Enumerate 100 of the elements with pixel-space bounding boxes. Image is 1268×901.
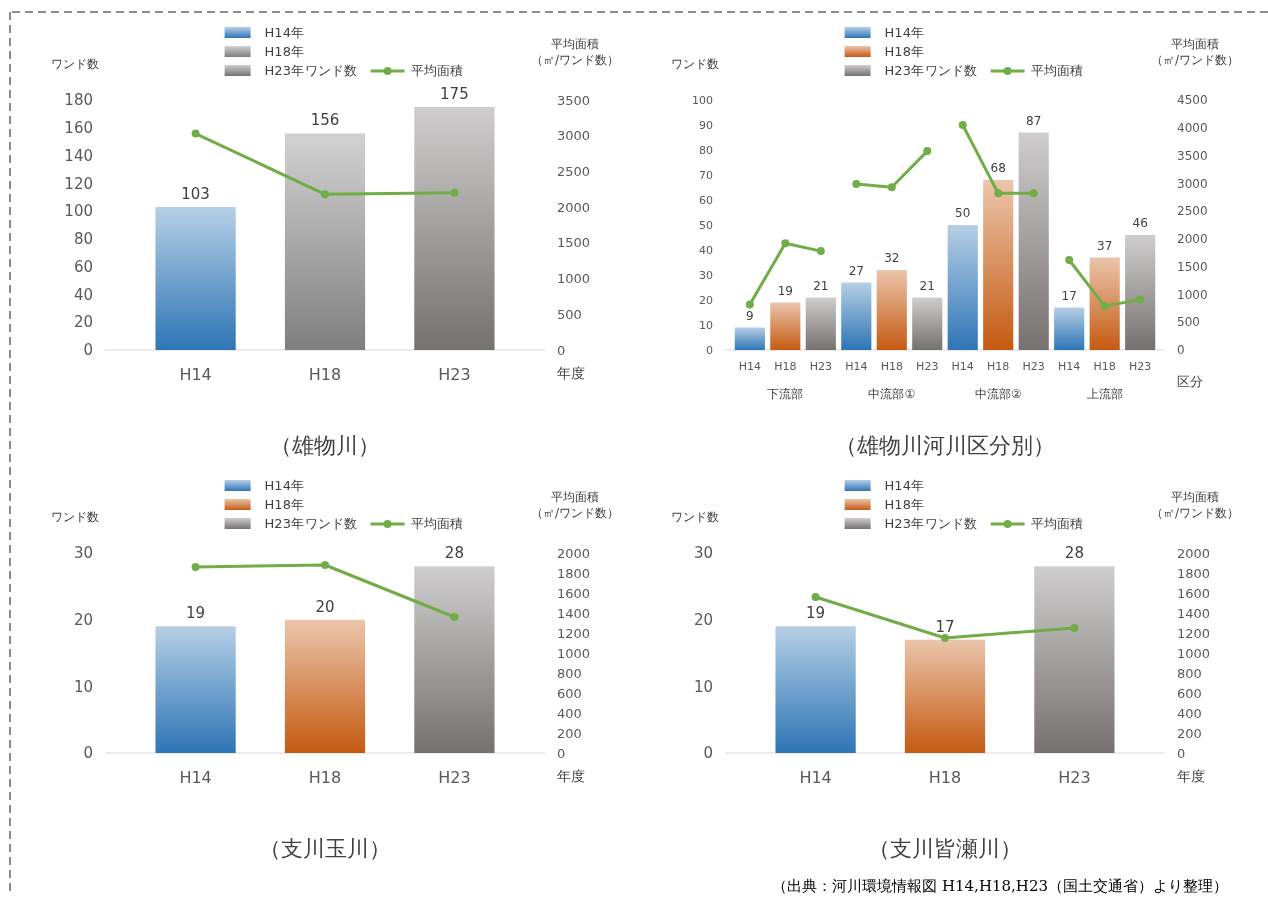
y2-tick-label: 1000	[557, 645, 591, 661]
y2-tick-label: 0	[1177, 745, 1186, 761]
y-tick-label: 100	[64, 202, 93, 221]
data-label: 21	[919, 278, 935, 293]
y2-axis-title: 平均面積（㎡/ワンド数）	[530, 37, 620, 67]
point	[450, 613, 459, 621]
text: （出典：河川環境情報図 H14,H18,H23（国土交通省）より整理）	[772, 877, 1228, 895]
y2-tick-label: 1000	[1177, 645, 1211, 661]
legend-label: H14年	[264, 25, 304, 40]
y2-tick-label: 500	[1177, 315, 1200, 330]
x-tick-label: H18	[987, 360, 1010, 373]
y-tick-label: 10	[693, 677, 713, 696]
y2-tick-label: 3500	[1177, 148, 1208, 163]
y2-axis-title: 平均面積（㎡/ワンド数）	[530, 490, 620, 520]
data-label: 17	[935, 617, 955, 636]
y2-tick-label: 1600	[557, 585, 591, 601]
y2-tick-label: 800	[1177, 665, 1202, 681]
legend-title: ワンド数	[924, 516, 977, 531]
bar	[983, 180, 1014, 350]
y-tick-label: 30	[73, 544, 93, 563]
y-tick-label: 80	[73, 230, 93, 249]
y2-tick-label: 0	[1177, 343, 1185, 358]
y2-tick-label: 2500	[1177, 204, 1208, 219]
legend-label: H18年	[264, 44, 304, 59]
bar	[841, 282, 872, 350]
y-tick-label: 40	[699, 243, 713, 257]
point	[994, 189, 1003, 198]
y-tick-label: 40	[73, 285, 93, 304]
data-label: 27	[848, 263, 864, 278]
y2-tick-label: 2000	[557, 545, 591, 561]
y-tick-label: 0	[83, 341, 93, 360]
data-label: 19	[806, 604, 826, 623]
y2-tick-label: 2000	[1177, 232, 1208, 247]
data-label: 32	[884, 251, 900, 265]
data-label: 37	[1097, 238, 1113, 253]
y-tick-label: 0	[703, 744, 713, 763]
legend-label: H23年	[264, 63, 304, 78]
x-tick-label: H18	[880, 360, 903, 373]
text: （雄物川河川区分別）	[835, 433, 1055, 458]
y-axis-title: ワンド数	[671, 57, 719, 71]
legend-label: H23年	[884, 63, 924, 78]
point	[1136, 295, 1145, 304]
y-tick-label: 120	[64, 174, 93, 193]
y-tick-label: 20	[73, 313, 93, 332]
legend-label: 平均面積	[1030, 63, 1083, 78]
legend-label: H23年	[884, 516, 924, 531]
y2-tick-label: 1000	[557, 271, 591, 287]
y2-tick-label: 200	[557, 725, 582, 741]
y2-axis-title: 平均面積（㎡/ワンド数）	[1150, 490, 1240, 520]
y2-tick-label: 2000	[1177, 545, 1211, 561]
legend-title: ワンド数	[304, 63, 357, 78]
data-label: 87	[1026, 113, 1042, 128]
y-tick-label: 140	[64, 146, 93, 165]
y-tick-label: 0	[83, 744, 93, 763]
y-tick-label: 10	[73, 677, 93, 696]
x-axis-title: 区分	[1177, 374, 1203, 389]
text: （雄物川）	[270, 433, 380, 458]
point	[321, 190, 329, 199]
x-tick-label: H23	[1022, 360, 1045, 373]
y-tick-label: 80	[699, 143, 713, 157]
y-tick-label: 60	[699, 193, 713, 207]
text: 上流部	[1086, 387, 1123, 401]
legend-label: H23年	[264, 516, 304, 531]
y-tick-label: 30	[693, 544, 713, 563]
legend-label: 平均面積	[1030, 516, 1083, 531]
point	[450, 188, 459, 197]
data-label: 20	[315, 597, 335, 616]
legend-label: H14年	[884, 25, 924, 40]
y2-axis-title: 平均面積（㎡/ワンド数）	[1150, 37, 1240, 67]
y2-tick-label: 1400	[557, 605, 591, 621]
y-tick-label: 70	[699, 168, 713, 182]
x-tick-label: H23	[1058, 768, 1091, 787]
text: （支川皆瀬川）	[868, 836, 1022, 861]
point	[1065, 256, 1074, 264]
x-tick-label: H18	[928, 768, 962, 787]
x-tick-label: H18	[308, 768, 342, 787]
y2-tick-label: 4500	[1177, 93, 1208, 108]
x-tick-label: H14	[179, 768, 212, 787]
point	[887, 183, 896, 192]
data-label: 9	[746, 308, 754, 323]
y2-tick-label: 3500	[557, 92, 591, 108]
x-tick-label: H18	[774, 360, 797, 373]
legend-label: 平均面積	[410, 63, 463, 78]
y-tick-label: 160	[64, 119, 93, 138]
legend-title: ワンド数	[304, 516, 357, 531]
x-tick-label: H23	[438, 365, 471, 384]
bar	[947, 225, 978, 350]
x-tick-label: H14	[1058, 360, 1081, 373]
y2-tick-label: 1800	[1177, 565, 1211, 581]
point	[191, 129, 200, 138]
point	[781, 239, 790, 248]
y-axis-title: ワンド数	[51, 510, 99, 524]
y-axis-title: ワンド数	[671, 510, 719, 524]
data-label: 68	[990, 161, 1006, 175]
y2-tick-label: 0	[557, 342, 566, 358]
y2-tick-label: 1200	[1177, 625, 1211, 641]
bar	[805, 297, 836, 350]
y-tick-label: 20	[73, 610, 93, 629]
data-label: 21	[813, 278, 829, 293]
y2-tick-label: 1200	[557, 625, 591, 641]
